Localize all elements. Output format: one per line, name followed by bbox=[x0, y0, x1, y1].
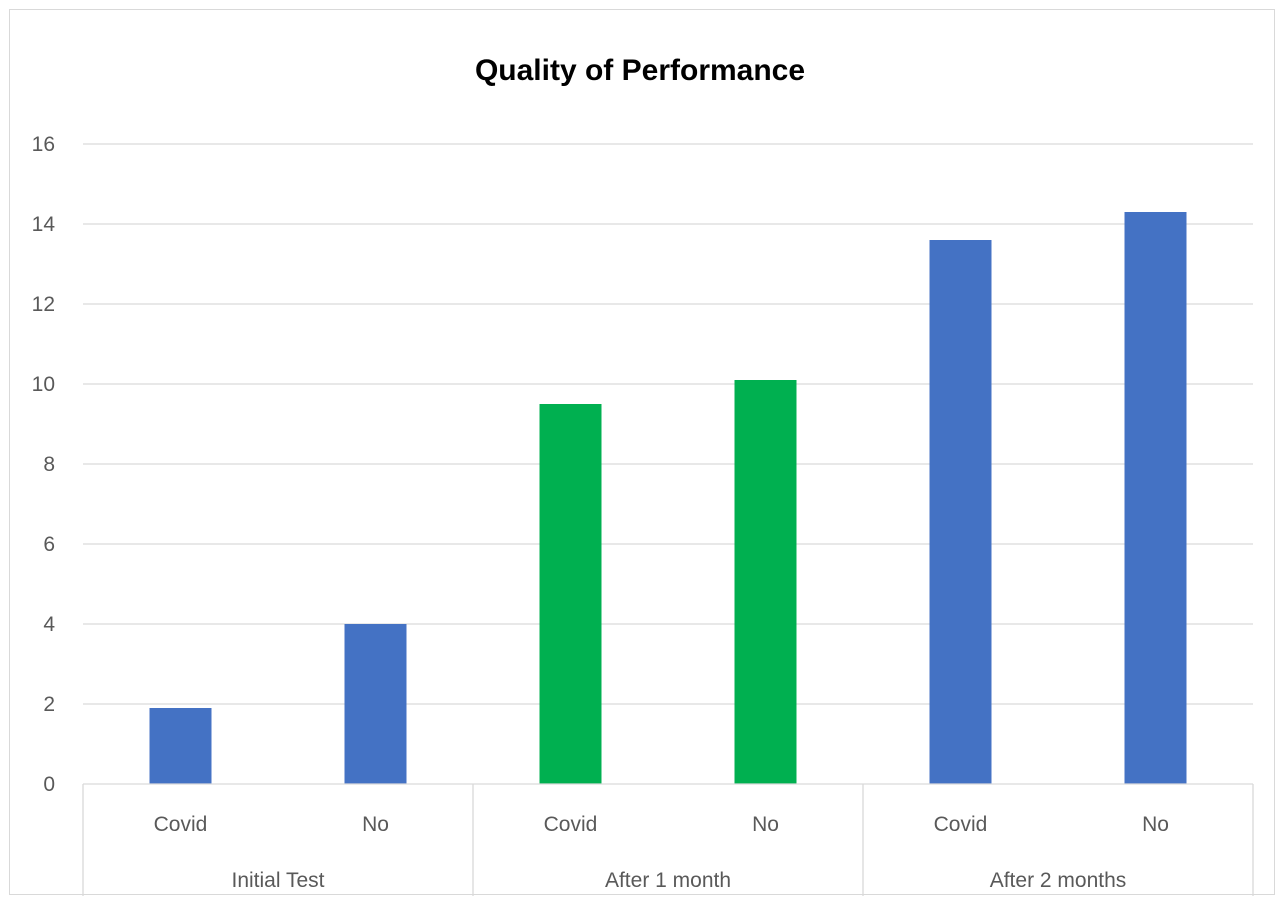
bar-4 bbox=[734, 380, 797, 784]
bar-3 bbox=[539, 404, 602, 784]
y-tick-label: 4 bbox=[43, 613, 55, 636]
y-tick-label: 14 bbox=[32, 213, 56, 236]
x-category-label: Covid bbox=[934, 813, 988, 836]
gridlines bbox=[83, 143, 1253, 705]
x-category-label: Covid bbox=[544, 813, 598, 836]
y-tick-label: 6 bbox=[43, 533, 55, 556]
bar-6 bbox=[1124, 212, 1187, 784]
chart-frame bbox=[9, 9, 1275, 895]
x-group-label: After 1 month bbox=[605, 869, 731, 892]
bar-5 bbox=[929, 240, 992, 784]
y-tick-label: 12 bbox=[32, 293, 55, 316]
x-category-label: No bbox=[1142, 813, 1169, 836]
x-category-label: Covid bbox=[154, 813, 208, 836]
category-axis: Covid No Covid No Covid No Initial Test After 1… bbox=[82, 783, 1254, 896]
y-axis-ticks: 0 2 4 6 8 10 12 14 16 bbox=[32, 133, 56, 796]
chart-title: Quality of Performance bbox=[475, 54, 805, 87]
y-tick-label: 8 bbox=[43, 453, 55, 476]
bar-1 bbox=[149, 708, 212, 784]
x-group-label: Initial Test bbox=[232, 869, 325, 892]
bars bbox=[149, 212, 1187, 784]
x-group-label: After 2 months bbox=[990, 869, 1127, 892]
x-category-label: No bbox=[752, 813, 779, 836]
y-tick-label: 10 bbox=[32, 373, 55, 396]
y-tick-label: 0 bbox=[43, 773, 55, 796]
y-tick-label: 2 bbox=[43, 693, 55, 716]
bar-2 bbox=[344, 624, 407, 784]
y-tick-label: 16 bbox=[32, 133, 55, 156]
x-category-label: No bbox=[362, 813, 389, 836]
